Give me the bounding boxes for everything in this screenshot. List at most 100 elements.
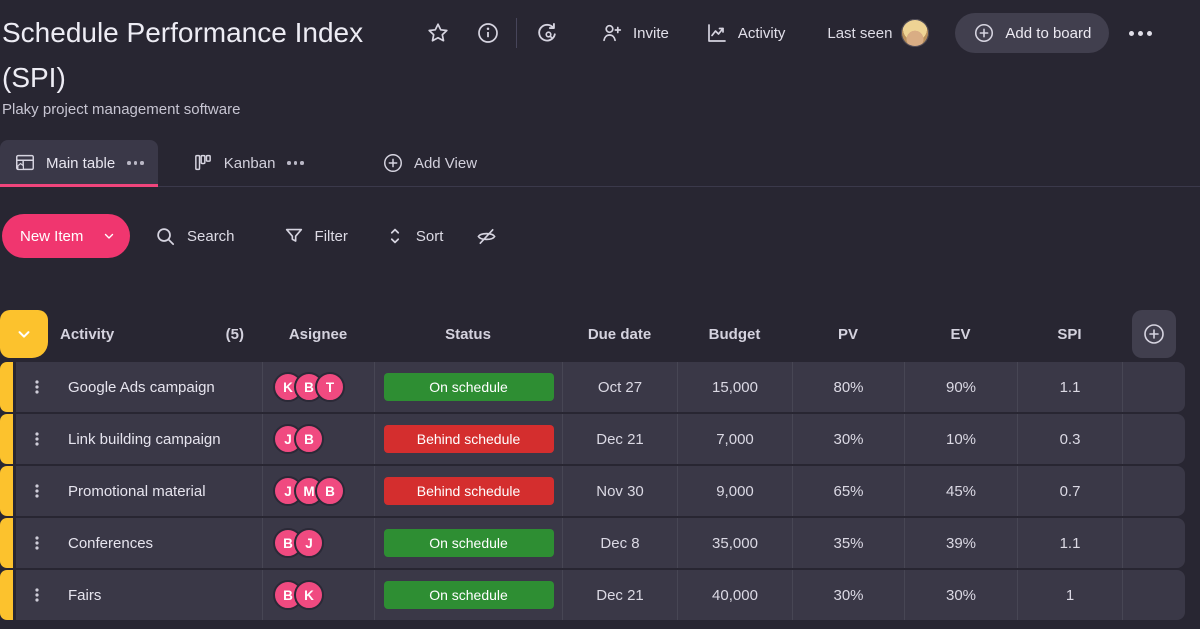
spi-cell[interactable]: 1.1 xyxy=(1017,518,1122,568)
empty-cell xyxy=(1122,362,1185,412)
spi-cell[interactable]: 1.1 xyxy=(1017,362,1122,412)
tab-options-icon[interactable] xyxy=(127,161,144,165)
add-view-button[interactable]: Add View xyxy=(368,140,491,186)
star-icon[interactable] xyxy=(426,21,450,45)
column-header-activity[interactable]: Activity (5) xyxy=(16,310,262,358)
sync-icon[interactable] xyxy=(534,20,560,46)
due-date-cell[interactable]: Dec 21 xyxy=(562,570,677,620)
view-tabs: Main table Kanban Add View xyxy=(0,140,1200,187)
pv-cell[interactable]: 80% xyxy=(792,362,904,412)
pv-cell[interactable]: 30% xyxy=(792,570,904,620)
row-menu-icon[interactable] xyxy=(30,587,44,603)
table-toolbar: New Item Search Filter Sort xyxy=(2,212,498,260)
ev-cell[interactable]: 39% xyxy=(904,518,1017,568)
status-badge[interactable]: On schedule xyxy=(383,373,554,401)
row-menu-icon[interactable] xyxy=(30,431,44,447)
status-badge[interactable]: Behind schedule xyxy=(383,425,554,453)
column-header-budget[interactable]: Budget xyxy=(677,310,792,358)
tab-options-icon[interactable] xyxy=(287,161,304,165)
activity-name[interactable]: Promotional material xyxy=(68,482,206,500)
spi-cell[interactable]: 1 xyxy=(1017,570,1122,620)
assignee-avatar[interactable]: J xyxy=(294,528,324,558)
tab-kanban-label: Kanban xyxy=(223,154,276,172)
budget-cell[interactable]: 7,000 xyxy=(677,414,792,464)
ev-cell[interactable]: 45% xyxy=(904,466,1017,516)
search-icon xyxy=(157,227,175,245)
add-column-button[interactable] xyxy=(1131,310,1176,358)
group-color-bar xyxy=(0,466,13,516)
spi-cell[interactable]: 0.3 xyxy=(1017,414,1122,464)
column-header-add xyxy=(1122,310,1185,358)
budget-cell[interactable]: 9,000 xyxy=(677,466,792,516)
tab-main-table[interactable]: Main table xyxy=(0,140,158,187)
due-date-cell[interactable]: Dec 8 xyxy=(562,518,677,568)
row-menu-icon[interactable] xyxy=(30,379,44,395)
due-date-cell[interactable]: Dec 21 xyxy=(562,414,677,464)
pv-cell[interactable]: 35% xyxy=(792,518,904,568)
column-label: SPI xyxy=(1057,325,1082,343)
due-date-cell[interactable]: Nov 30 xyxy=(562,466,677,516)
table-row: Fairs B K On schedule Dec 21 40,000 30% 30% 1 xyxy=(0,570,1200,620)
pv-cell[interactable]: 65% xyxy=(792,466,904,516)
filter-button[interactable]: Filter xyxy=(283,225,348,247)
column-header-status[interactable]: Status xyxy=(374,310,562,358)
ev-cell[interactable]: 10% xyxy=(904,414,1017,464)
assignee-avatar[interactable]: T xyxy=(315,372,345,402)
add-to-board-button[interactable]: Add to board xyxy=(955,13,1110,53)
search-button[interactable]: Search xyxy=(154,225,235,248)
due-date-cell[interactable]: Oct 27 xyxy=(562,362,677,412)
eye-off-icon xyxy=(477,228,496,244)
group-collapse-button[interactable] xyxy=(0,310,48,358)
more-options-icon[interactable] xyxy=(1127,25,1154,42)
tab-kanban[interactable]: Kanban xyxy=(178,140,318,186)
table-rows: Google Ads campaign K B T On schedule Oct 27 1… xyxy=(0,362,1200,622)
assignee-avatar[interactable]: B xyxy=(294,424,324,454)
budget-cell[interactable]: 35,000 xyxy=(677,518,792,568)
column-label: Status xyxy=(445,325,491,343)
invite-button[interactable]: Invite xyxy=(600,21,669,45)
activity-name[interactable]: Fairs xyxy=(68,586,102,604)
column-header-pv[interactable]: PV xyxy=(792,310,904,358)
ev-cell[interactable]: 90% xyxy=(904,362,1017,412)
kanban-icon xyxy=(194,154,211,171)
column-header-ev[interactable]: EV xyxy=(904,310,1017,358)
activity-name[interactable]: Link building campaign xyxy=(68,430,221,448)
row-menu-icon[interactable] xyxy=(30,483,44,499)
table-row: Conferences B J On schedule Dec 8 35,000 35% 39… xyxy=(0,518,1200,568)
ev-cell[interactable]: 30% xyxy=(904,570,1017,620)
pv-cell[interactable]: 30% xyxy=(792,414,904,464)
status-badge[interactable]: Behind schedule xyxy=(383,477,554,505)
activity-name[interactable]: Conferences xyxy=(68,534,154,552)
assignee-avatar[interactable]: B xyxy=(315,476,345,506)
spi-cell[interactable]: 0.7 xyxy=(1017,466,1122,516)
assignee-avatar[interactable]: K xyxy=(294,580,324,610)
sort-icon xyxy=(390,228,399,244)
column-header-due-date[interactable]: Due date xyxy=(562,310,677,358)
user-avatar[interactable] xyxy=(901,19,930,47)
activity-name[interactable]: Google Ads campaign xyxy=(68,378,215,396)
activity-button[interactable]: Activity xyxy=(705,21,785,45)
info-icon[interactable] xyxy=(476,21,500,45)
chevron-down-icon xyxy=(104,233,114,239)
column-header-spi[interactable]: SPI xyxy=(1017,310,1122,358)
sort-button[interactable]: Sort xyxy=(384,225,443,247)
column-header-assignee[interactable]: Asignee xyxy=(262,310,374,358)
last-seen[interactable]: Last seen xyxy=(827,19,930,47)
new-item-button[interactable]: New Item xyxy=(2,214,130,258)
group-color-bar xyxy=(0,570,13,620)
item-count: (5) xyxy=(225,325,244,343)
row-menu-icon[interactable] xyxy=(30,535,44,551)
status-badge[interactable]: On schedule xyxy=(383,529,554,557)
budget-cell[interactable]: 15,000 xyxy=(677,362,792,412)
status-badge[interactable]: On schedule xyxy=(383,581,554,609)
group-color-bar xyxy=(0,362,13,412)
hidden-columns-button[interactable] xyxy=(475,225,498,248)
add-view-label: Add View xyxy=(413,154,478,172)
budget-cell[interactable]: 40,000 xyxy=(677,570,792,620)
header-divider xyxy=(516,18,517,48)
